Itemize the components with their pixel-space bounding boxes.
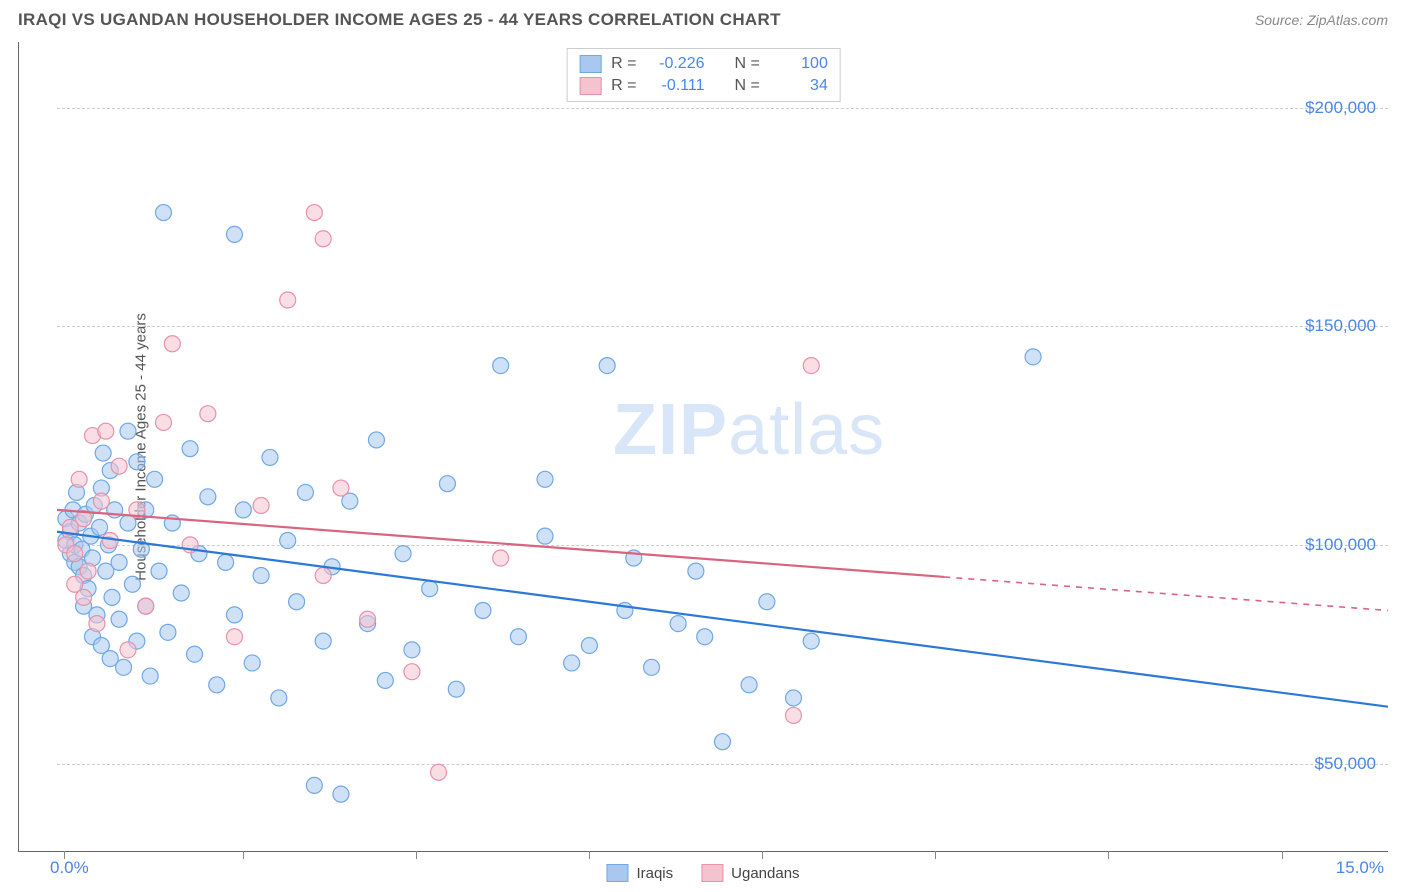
r-value: -0.111 [647, 77, 705, 95]
plot-area: ZIPatlas $50,000$100,000$150,000$200,000 [57, 42, 1388, 851]
legend-item-ugandans: Ugandans [701, 864, 799, 882]
chart-area: Householder Income Ages 25 - 44 years ZI… [18, 42, 1388, 852]
legend-swatch-iraqis [606, 864, 628, 882]
legend-swatch-ugandans [701, 864, 723, 882]
n-value: 34 [770, 77, 828, 95]
x-axis-max-label: 15.0% [1336, 858, 1384, 878]
chart-header: IRAQI VS UGANDAN HOUSEHOLDER INCOME AGES… [0, 0, 1406, 38]
legend-swatch-iraqis [579, 55, 601, 73]
legend-label: Ugandans [731, 865, 799, 882]
n-label: N = [735, 77, 760, 95]
legend-correlation: R = -0.226 N = 100 R = -0.111 N = 34 [566, 48, 841, 102]
n-label: N = [735, 55, 760, 73]
chart-title: IRAQI VS UGANDAN HOUSEHOLDER INCOME AGES… [18, 10, 781, 30]
legend-row: R = -0.226 N = 100 [579, 53, 828, 75]
legend-item-iraqis: Iraqis [606, 864, 673, 882]
r-label: R = [611, 55, 636, 73]
r-label: R = [611, 77, 636, 95]
legend-label: Iraqis [636, 865, 673, 882]
legend-series: Iraqis Ugandans [606, 864, 799, 882]
legend-swatch-ugandans [579, 77, 601, 95]
legend-row: R = -0.111 N = 34 [579, 75, 828, 97]
x-axis-min-label: 0.0% [50, 858, 89, 878]
chart-source: Source: ZipAtlas.com [1255, 12, 1388, 28]
n-value: 100 [770, 55, 828, 73]
r-value: -0.226 [647, 55, 705, 73]
plot-svg [57, 42, 1388, 851]
